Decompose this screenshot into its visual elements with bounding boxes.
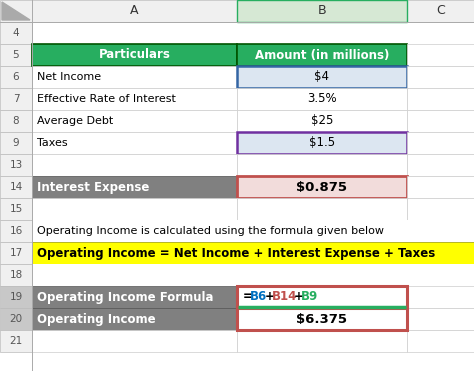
Bar [407,286,474,308]
Bar [0,22,32,44]
Text: Operating Income = Net Income + Interest Expense + Taxes: Operating Income = Net Income + Interest… [37,246,435,259]
Bar [32,132,237,154]
Text: $6.375: $6.375 [297,312,347,325]
Text: 17: 17 [9,248,23,258]
Bar [407,154,474,176]
Bar [0,132,32,154]
Bar [32,286,237,308]
Text: B: B [318,4,326,17]
Bar [32,44,237,66]
Bar [0,264,32,286]
Bar [407,110,474,132]
Bar [0,110,32,132]
Bar [0,88,32,110]
Text: 9: 9 [13,138,19,148]
Bar [32,176,237,198]
Bar [32,66,237,88]
Text: Amount (in millions): Amount (in millions) [255,49,389,62]
Bar [0,330,32,352]
Text: $1.5: $1.5 [309,137,335,150]
Bar [407,330,474,352]
Text: 18: 18 [9,270,23,280]
Text: Particulars: Particulars [99,49,171,62]
Bar [0,0,474,22]
Text: 8: 8 [13,116,19,126]
Text: $25: $25 [311,115,333,128]
Bar [407,88,474,110]
Text: 14: 14 [9,182,23,192]
Bar [407,132,474,154]
Bar [32,330,237,352]
Bar [237,308,407,330]
Bar [32,110,237,132]
Bar [0,176,32,198]
Bar [237,198,407,220]
Text: Operating Income: Operating Income [37,312,155,325]
Text: +: + [293,290,303,303]
Text: A: A [130,4,139,17]
Bar [407,176,474,198]
Text: 5: 5 [13,50,19,60]
Text: Net Income: Net Income [37,72,101,82]
Text: $4: $4 [315,70,329,83]
Bar [407,198,474,220]
Text: 3.5%: 3.5% [307,92,337,105]
Bar [0,242,32,264]
Text: Operating Income is calculated using the formula given below: Operating Income is calculated using the… [37,226,384,236]
Bar [32,198,237,220]
Bar [32,154,237,176]
Bar [0,154,32,176]
Text: B14: B14 [272,290,297,303]
Text: B6: B6 [250,290,267,303]
Text: Effective Rate of Interest: Effective Rate of Interest [37,94,176,104]
Bar [237,0,407,22]
Text: Interest Expense: Interest Expense [37,181,149,194]
Bar [237,330,407,352]
Text: +: + [264,290,274,303]
Bar [0,220,32,242]
Polygon shape [2,2,30,20]
Bar [32,242,474,264]
Bar [0,66,32,88]
Text: =: = [243,290,253,303]
Bar [407,44,474,66]
Bar [407,66,474,88]
Bar [237,176,407,198]
Bar [0,198,32,220]
Text: 13: 13 [9,160,23,170]
Bar [237,110,407,132]
Text: B9: B9 [301,290,318,303]
Text: 15: 15 [9,204,23,214]
Text: $0.875: $0.875 [297,181,347,194]
Text: Operating Income Formula: Operating Income Formula [37,290,213,303]
Text: 4: 4 [13,28,19,38]
Bar [0,286,32,308]
Text: 6: 6 [13,72,19,82]
Text: 20: 20 [9,314,23,324]
Text: C: C [436,4,445,17]
Bar [32,264,474,286]
Bar [32,88,237,110]
Bar [237,132,407,154]
Text: Average Debt: Average Debt [37,116,113,126]
Bar [237,88,407,110]
Text: 16: 16 [9,226,23,236]
Bar [407,308,474,330]
Bar [237,66,407,88]
Text: 19: 19 [9,292,23,302]
Text: 7: 7 [13,94,19,104]
Bar [32,308,237,330]
Bar [237,44,407,66]
Bar [32,220,474,242]
Bar [237,154,407,176]
Text: 21: 21 [9,336,23,346]
Text: Taxes: Taxes [37,138,68,148]
Bar [237,286,407,308]
Bar [0,44,32,66]
Bar [0,308,32,330]
